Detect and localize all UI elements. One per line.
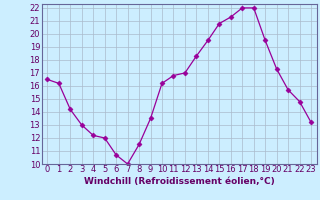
X-axis label: Windchill (Refroidissement éolien,°C): Windchill (Refroidissement éolien,°C) xyxy=(84,177,275,186)
